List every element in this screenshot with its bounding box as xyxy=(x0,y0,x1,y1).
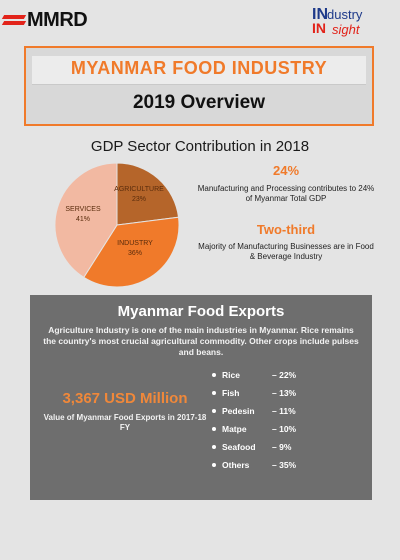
exports-list: Rice – 22% Fish – 13% Pedesin – 11% Matpe – … xyxy=(212,370,362,478)
bullet-icon xyxy=(212,391,216,395)
pie-slice-services xyxy=(54,162,118,279)
mmrd-logo-mark-icon xyxy=(4,10,24,30)
page-title: MYANMAR FOOD INDUSTRY xyxy=(70,58,328,78)
page-subtitle: 2019 Overview xyxy=(132,92,266,113)
export-pct: – 11% xyxy=(272,406,296,416)
bullet-icon xyxy=(212,373,216,377)
export-name: Matpe xyxy=(222,424,247,434)
exports-value: 3,367 USD Million xyxy=(62,390,188,407)
stat-two-third: Two-third xyxy=(256,222,316,237)
bullet-icon xyxy=(212,427,216,431)
export-pct: – 9% xyxy=(272,442,292,452)
mmrd-logo-text: MMRD xyxy=(27,8,88,31)
pie-value-services: 41% xyxy=(76,216,90,223)
list-item: Fish – 13% xyxy=(212,388,362,406)
logo-in-bottom: IN xyxy=(312,20,326,36)
list-item: Rice – 22% xyxy=(212,370,362,388)
stat-24-percent: 24% xyxy=(272,163,300,178)
export-name: Pedesin xyxy=(222,406,255,416)
list-item: Others – 35% xyxy=(212,460,362,478)
export-pct: – 22% xyxy=(272,370,297,380)
exports-value-label: Value of Myanmar Food Exports in 2017-18… xyxy=(43,413,207,432)
stat-two-third-desc: Majority of Manufacturing Businesses are… xyxy=(198,242,374,261)
export-pct: – 13% xyxy=(272,388,297,398)
export-name: Rice xyxy=(222,370,240,380)
bullet-icon xyxy=(212,463,216,467)
list-item: Matpe – 10% xyxy=(212,424,362,442)
stat-24-percent-desc: Manufacturing and Processing contributes… xyxy=(197,184,375,203)
exports-intro: Agriculture Industry is one of the main … xyxy=(43,325,359,357)
bullet-icon xyxy=(212,409,216,413)
logo-dustry: dustry xyxy=(327,7,363,22)
list-item: Seafood – 9% xyxy=(212,442,362,460)
exports-panel: Myanmar Food Exports Agriculture Industr… xyxy=(30,295,372,500)
list-item: Pedesin – 11% xyxy=(212,406,362,424)
logo-sight: sight xyxy=(332,22,360,37)
title-band xyxy=(32,56,366,85)
pie-value-agriculture: 23% xyxy=(132,196,146,203)
logo-in-top: IN xyxy=(312,6,328,23)
pie-label-services: SERVICES xyxy=(65,206,101,213)
pie-label-agriculture: AGRICULTURE xyxy=(114,186,164,193)
mmrd-logo: MMRD xyxy=(4,8,88,32)
export-name: Fish xyxy=(222,388,240,398)
pie-value-industry: 36% xyxy=(128,250,142,257)
pie-label-industry: INDUSTRY xyxy=(117,240,153,247)
export-pct: – 35% xyxy=(272,460,297,470)
gdp-heading: GDP Sector Contribution in 2018 xyxy=(90,138,310,155)
gdp-pie-chart: AGRICULTURE 23% INDUSTRY 36% SERVICES 41% xyxy=(54,162,180,288)
export-name: Seafood xyxy=(222,442,256,452)
bullet-icon xyxy=(212,445,216,449)
pie-slice-industry xyxy=(83,216,180,288)
industry-insight-logo: IN dustry IN sight xyxy=(312,6,382,37)
pie-slice-agriculture xyxy=(116,162,180,226)
exports-heading: Myanmar Food Exports xyxy=(117,303,285,320)
export-name: Others xyxy=(222,460,250,470)
title-box: MYANMAR FOOD INDUSTRY 2019 Overview xyxy=(24,46,374,126)
export-pct: – 10% xyxy=(272,424,297,434)
